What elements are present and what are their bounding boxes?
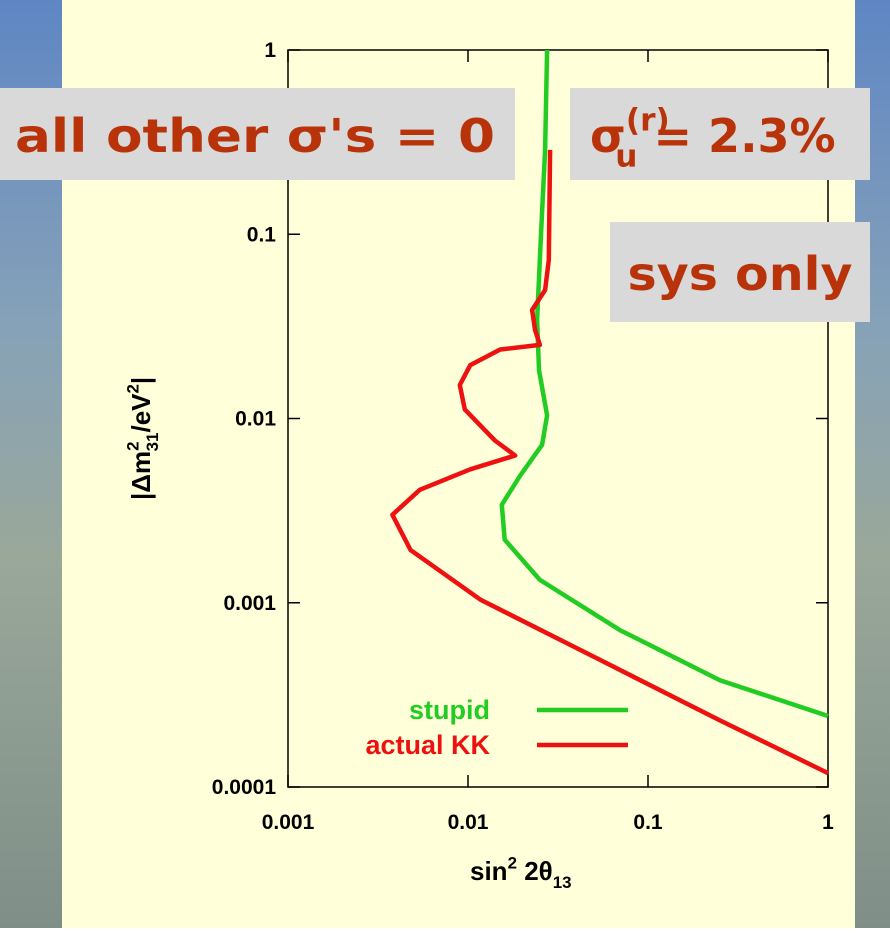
- text-part: 13: [553, 873, 572, 892]
- text-part: 2θ: [517, 856, 553, 886]
- annotation: all other σ's = 0: [15, 109, 495, 163]
- series-line: [390, 149, 829, 776]
- text-part: |Δm: [126, 451, 156, 500]
- text-part: (r): [626, 102, 670, 138]
- y-axis-label: |Δm231/eV2|: [123, 377, 162, 500]
- y-tick-label: 0.0001: [212, 776, 277, 799]
- x-tick-label: 0.001: [262, 811, 315, 834]
- x-tick-label: 0.1: [633, 811, 663, 834]
- text-part: |: [126, 377, 156, 384]
- annotation-box: [610, 222, 870, 322]
- legend-label: stupid: [409, 695, 490, 725]
- legend-label: actual KK: [365, 730, 490, 760]
- x-tick-label: 0.01: [448, 811, 489, 834]
- x-tick-label: 1: [822, 811, 834, 834]
- x-axis-label: sin2 2θ13: [470, 853, 572, 892]
- text-part: sys only: [628, 247, 853, 301]
- y-tick-label: 0.01: [235, 408, 276, 431]
- y-tick-label: 0.001: [223, 592, 276, 615]
- annotation-box: [0, 88, 515, 180]
- annotation: σ(r) u = 2.3%: [590, 102, 836, 174]
- text-part: sin: [470, 856, 508, 886]
- y-tick-label: 1: [264, 39, 276, 62]
- text-part: /eV: [126, 393, 156, 433]
- y-tick-label: 0.1: [247, 223, 277, 246]
- text-part: all other σ's = 0: [15, 109, 495, 163]
- text-part: 31: [143, 433, 162, 452]
- series-line: [499, 49, 829, 719]
- text-part: u: [615, 138, 637, 174]
- annotation: sys only: [628, 247, 853, 301]
- text-part: 2: [123, 384, 142, 393]
- text-part: = 2.3%: [637, 109, 835, 163]
- text-part: 2: [123, 442, 142, 451]
- text-part: 2: [508, 853, 517, 872]
- annotation-box: [570, 88, 870, 180]
- text-part: σ: [590, 109, 626, 163]
